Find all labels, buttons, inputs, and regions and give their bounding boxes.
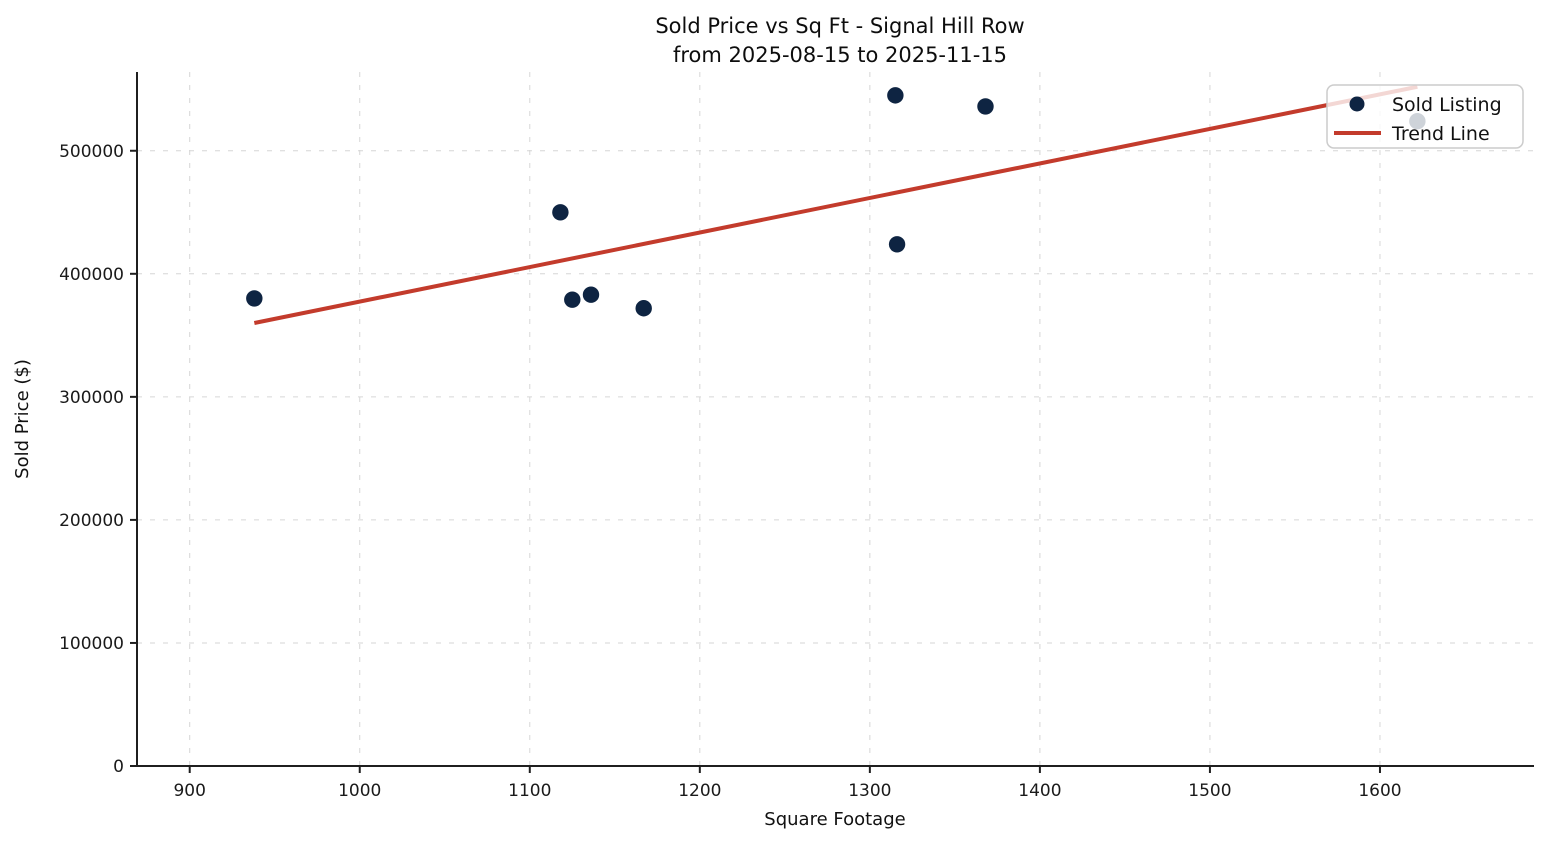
data-point (888, 236, 906, 253)
x-tick-label: 1400 (1018, 781, 1061, 801)
y-tick-label: 100000 (59, 634, 124, 654)
x-tick-label: 1000 (338, 781, 381, 801)
data-point (977, 98, 994, 115)
chart-title-line-1: Sold Price vs Sq Ft - Signal Hill Row (655, 14, 1024, 38)
y-tick-label: 0 (113, 757, 124, 777)
x-tick-label: 900 (173, 781, 205, 801)
y-axis-label: Sold Price ($) (12, 359, 33, 479)
gridlines (137, 72, 1533, 767)
y-tick-label: 300000 (59, 388, 124, 408)
y-tick-label: 500000 (59, 142, 124, 162)
data-point (582, 286, 600, 303)
axes-spines (136, 72, 1534, 767)
legend-marker-sold-listing (1349, 96, 1365, 112)
data-point (564, 291, 581, 308)
y-tick-label: 200000 (59, 511, 124, 531)
chart-title-line-2: from 2025-08-15 to 2025-11-15 (673, 43, 1007, 67)
x-tick-label: 1200 (678, 781, 721, 801)
data-point (887, 87, 904, 104)
data-point (552, 204, 569, 221)
data-point (246, 290, 263, 307)
data-series (246, 84, 1426, 325)
x-tick-label: 1600 (1358, 781, 1401, 801)
tick-marks (130, 149, 1381, 773)
x-tick-label: 1500 (1188, 781, 1231, 801)
trend-line (253, 84, 1418, 325)
tick-labels: 900 1000 1100 1200 1300 1400 1500 1600 0 100000 20… (59, 142, 1402, 801)
data-point (635, 300, 652, 317)
x-axis-label: Square Footage (764, 809, 905, 830)
y-tick-label: 400000 (59, 265, 124, 285)
x-tick-label: 1300 (848, 781, 891, 801)
legend-label-sold-listing: Sold Listing (1392, 94, 1502, 116)
x-tick-label: 1100 (508, 781, 551, 801)
legend: Sold Listing Trend Line (1326, 84, 1524, 149)
legend-label-trend-line: Trend Line (1391, 123, 1490, 145)
